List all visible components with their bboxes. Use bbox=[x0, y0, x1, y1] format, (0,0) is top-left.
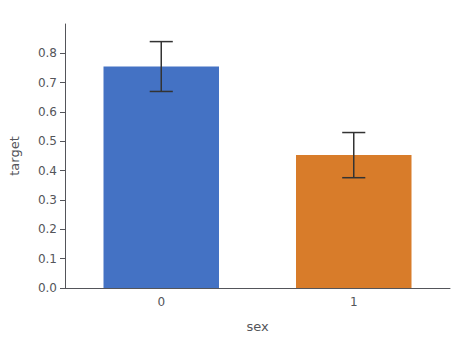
svg-text:0.6: 0.6 bbox=[38, 105, 57, 119]
svg-text:0.1: 0.1 bbox=[38, 252, 57, 266]
svg-text:0.3: 0.3 bbox=[38, 193, 57, 207]
svg-text:sex: sex bbox=[246, 319, 269, 334]
svg-text:0.2: 0.2 bbox=[38, 222, 57, 236]
svg-text:0: 0 bbox=[157, 295, 165, 309]
svg-text:0.8: 0.8 bbox=[38, 46, 57, 60]
svg-text:0.4: 0.4 bbox=[38, 164, 57, 178]
svg-text:0.5: 0.5 bbox=[38, 134, 57, 148]
svg-text:target: target bbox=[7, 136, 22, 176]
svg-text:0.0: 0.0 bbox=[38, 281, 57, 295]
svg-text:0.7: 0.7 bbox=[38, 76, 57, 90]
svg-text:1: 1 bbox=[350, 295, 358, 309]
